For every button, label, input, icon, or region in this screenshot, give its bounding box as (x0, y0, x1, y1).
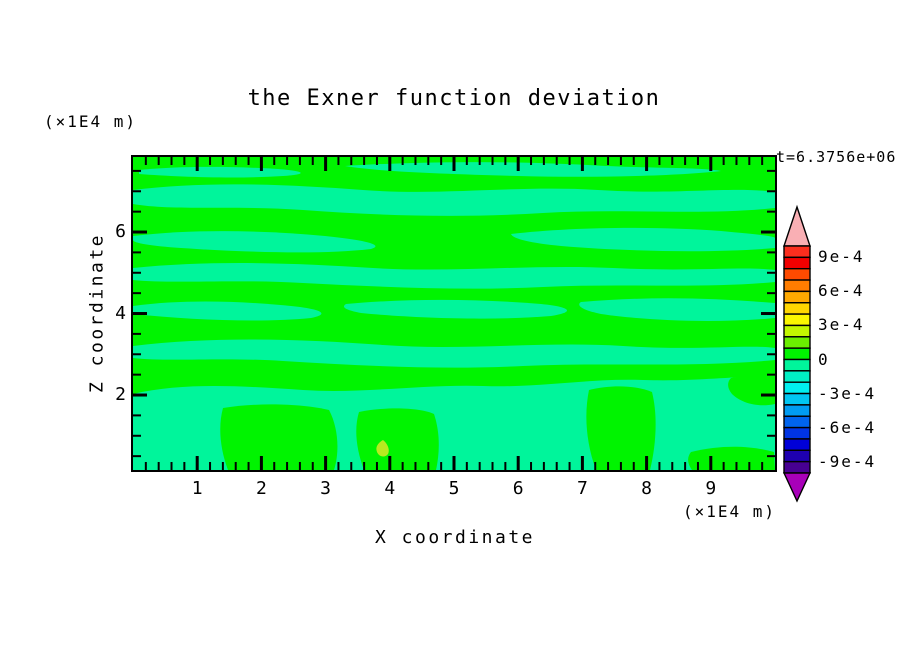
colorbar-segment (783, 290, 811, 304)
colorbar-segment (783, 449, 811, 463)
colorbar-segment (783, 358, 811, 372)
colorbar-segment (783, 245, 811, 259)
colorbar-segment (783, 302, 811, 315)
x-tick-label: 6 (512, 478, 524, 499)
colorbar-segment (783, 460, 811, 474)
x-tick-label: 5 (448, 478, 460, 499)
colorbar-label: -9e-4 (818, 451, 877, 471)
x-tick-label: 9 (705, 478, 717, 499)
colorbar-segment (783, 426, 811, 440)
colorbar-segment (783, 267, 811, 281)
colorbar-segment (783, 256, 811, 270)
x-tick-label: 4 (384, 478, 396, 499)
colorbar-segment (783, 404, 811, 417)
local-maximum-spot (375, 439, 389, 456)
colorbar-label: 6e-4 (818, 281, 865, 301)
colorbar-label: 9e-4 (818, 247, 865, 267)
colorbar-segment (783, 313, 811, 327)
colorbar-segment (783, 438, 811, 451)
x-tick-label: 7 (576, 478, 588, 499)
z-tick-label: 4 (115, 302, 126, 324)
x-axis-label: X coordinate (374, 527, 536, 548)
plot-area (130, 154, 777, 472)
x-axis-unit: (×1E4 m) (682, 502, 776, 521)
under-range-arrow (782, 472, 812, 503)
colorbar-label: -3e-4 (818, 383, 877, 403)
z-axis-unit: (×1E4 m) (44, 112, 138, 131)
colorbar-label: 3e-4 (818, 315, 865, 335)
plot-title: the Exner function deviation (247, 86, 661, 111)
time-annotation: t=6.3756e+06 (776, 148, 897, 166)
plot-ticks (132, 156, 775, 470)
colorbar-label: 0 (818, 349, 830, 369)
x-tick-label: 1 (191, 478, 203, 499)
over-range-arrow (783, 204, 811, 247)
colorbar-segment (783, 324, 811, 338)
colorbar-segment (783, 347, 811, 361)
z-tick-label: 6 (115, 221, 126, 243)
z-tick-label: 2 (115, 384, 126, 406)
colorbar-label: -6e-4 (818, 417, 877, 437)
x-tick-label: 3 (320, 478, 332, 499)
x-tick-label: 8 (641, 478, 653, 499)
colorbar-segment (783, 336, 811, 349)
x-tick-label: 2 (255, 478, 267, 499)
colorbar-segment (783, 415, 811, 429)
colorbar-segment (783, 279, 811, 293)
positive-anomaly-blobs (219, 374, 775, 470)
colorbar-segment (783, 370, 811, 383)
contour-field (132, 156, 775, 470)
colorbar-svg (782, 204, 812, 503)
colorbar-segment (783, 381, 811, 395)
colorbar-segment (783, 392, 811, 406)
